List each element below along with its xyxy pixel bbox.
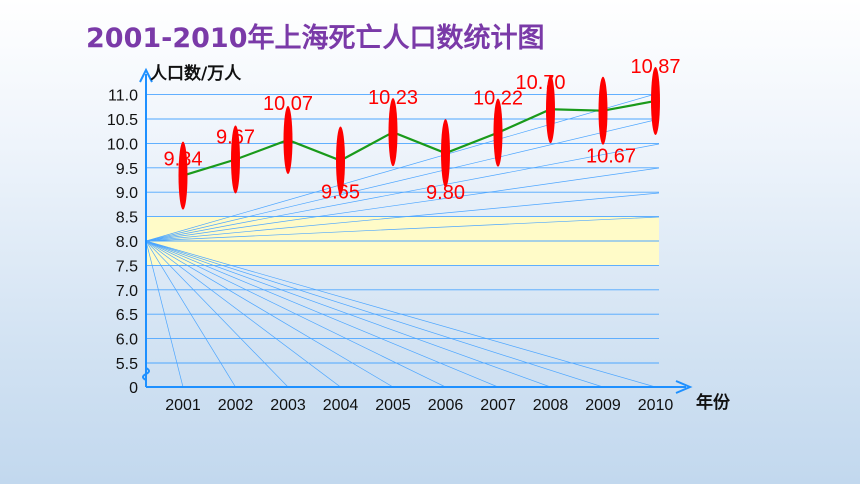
y-tick-label: 9.0 [116,185,138,202]
data-point-marker [441,119,450,188]
data-point-marker [598,76,608,145]
x-tick-label: 2007 [480,397,516,414]
fan-line [145,240,446,388]
fan-line [145,240,236,388]
data-point-marker [546,75,555,144]
x-tick-label: 2009 [585,397,621,414]
chart-title: 2001-2010年上海死亡人口数统计图 [86,23,545,54]
fan-line [145,240,499,388]
fan-line [145,240,289,388]
x-axis-arrow [675,380,693,394]
y-tick-label: 10.5 [107,112,138,129]
x-tick-label: 2010 [638,397,674,414]
fan-line [145,240,341,388]
fan-line [145,216,660,242]
fan-line [145,192,660,242]
y-tick-label: 5.5 [116,356,138,373]
data-label: 10.22 [473,88,523,110]
x-tick-labels: 2001 2002 2003 2004 2005 2006 2007 2008 2009 2010 [165,397,673,414]
x-tick-label: 2006 [428,397,464,414]
data-series [182,99,656,177]
data-point-marker [231,125,240,194]
y-tick-label: 11.0 [108,88,138,105]
x-tick-label: 2001 [165,397,201,414]
data-label: 9.65 [321,181,360,203]
series-line [182,99,656,177]
y-tick-labels: 0 5.5 6.0 6.5 7.0 7.5 8.0 8.5 9.0 9.5 10.0 10.5 11.0 [107,88,138,397]
fan-line [145,240,604,388]
fan-line [145,118,660,242]
x-tick-label: 2005 [375,397,411,414]
data-label: 9.67 [216,127,255,149]
y-tick-label: 8.5 [116,210,138,227]
data-point-marker [651,66,660,135]
data-point-marker [388,98,398,167]
y-axis-arrow [139,67,153,83]
y-tick-label: 7.0 [116,283,138,300]
data-label: 9.80 [426,182,465,204]
fan-line [145,240,551,388]
data-point-marker [283,105,293,174]
data-label: 10.87 [630,56,680,78]
fan-line [145,143,660,242]
y-tick-label: 10.0 [107,136,138,153]
data-label: 9.34 [164,149,203,171]
y-tick-label: 0 [129,380,138,397]
data-label: 10.67 [586,146,636,168]
y-tick-label: 7.5 [116,258,138,275]
fan-line [145,240,184,388]
x-tick-label: 2003 [270,397,306,414]
y-tick-label: 6.0 [116,332,138,349]
fan-lines [145,92,660,388]
data-markers [178,66,660,210]
fan-line [145,92,660,242]
data-point-marker [336,126,345,195]
y-tick-label: 6.5 [116,307,138,324]
x-axis-label: 年份 [696,392,731,413]
data-label: 10.70 [515,72,565,94]
x-tick-label: 2002 [218,397,254,414]
y-axis-label: 人口数/万人 [150,63,242,84]
fan-line [145,167,660,242]
y-tick-label: 9.5 [116,161,138,178]
data-label: 10.07 [263,93,313,115]
y-tick-label: 8.0 [116,234,138,251]
data-point-marker [493,98,503,167]
data-label: 10.23 [368,87,418,109]
fan-line [145,240,394,388]
data-point-marker [178,141,188,210]
axes [139,67,693,394]
fan-line [145,240,656,388]
axis-break-mark [142,367,150,381]
x-tick-label: 2004 [323,397,359,414]
x-tick-label: 2008 [533,397,569,414]
